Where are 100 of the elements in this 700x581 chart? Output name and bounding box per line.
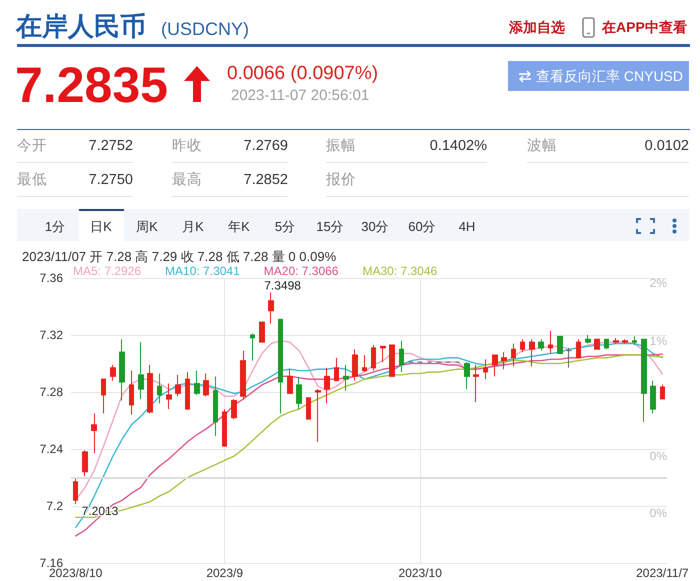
text: 年K bbox=[228, 218, 250, 234]
text: 2023-11-07 20:56:01 bbox=[231, 86, 370, 104]
text: MA10: 7.3041 bbox=[165, 264, 240, 278]
candlestick bbox=[594, 338, 600, 350]
candlestick bbox=[213, 376, 218, 437]
y-tick-label: 7.36 bbox=[40, 271, 64, 285]
chart-title: 在岸人民币 bbox=[16, 11, 146, 41]
candlestick bbox=[529, 338, 535, 367]
candlestick bbox=[231, 398, 237, 420]
text: 60分 bbox=[408, 218, 436, 234]
chart-subtitle: (USDCNY) bbox=[161, 19, 249, 39]
candlestick bbox=[483, 358, 488, 380]
y-tick-label: 7.28 bbox=[40, 385, 64, 399]
text: 查看反向汇率 CNYUSD bbox=[536, 68, 684, 84]
candlestick bbox=[315, 388, 321, 442]
candlestick bbox=[520, 338, 525, 353]
candlestick bbox=[138, 342, 144, 400]
text: 0.0066 (0.0907%) bbox=[227, 62, 378, 84]
text: 昨收 bbox=[172, 138, 202, 154]
text: 15分 bbox=[316, 218, 344, 234]
text: 波幅 bbox=[527, 138, 557, 154]
candlestick bbox=[250, 333, 255, 362]
x-tick-label: 2023/11/7 bbox=[636, 566, 689, 580]
candlestick bbox=[473, 364, 479, 402]
annotation: 1% bbox=[650, 334, 667, 348]
text: 周K bbox=[136, 218, 158, 234]
candlestick bbox=[576, 338, 581, 358]
x-tick-label: 2023/9 bbox=[206, 566, 244, 580]
candlestick bbox=[73, 478, 78, 505]
text: 振幅 bbox=[326, 138, 356, 154]
text: 0.1402% bbox=[430, 138, 487, 154]
candlestick bbox=[175, 374, 181, 397]
y-tick-label: 7.24 bbox=[40, 442, 64, 456]
text: 日K bbox=[90, 218, 112, 234]
candlestick bbox=[324, 367, 330, 404]
candlestick bbox=[278, 318, 283, 414]
candlestick bbox=[222, 408, 227, 447]
candlestick bbox=[389, 344, 395, 377]
text: 7.2852 bbox=[244, 172, 288, 188]
candlestick bbox=[157, 372, 162, 404]
candlestick bbox=[622, 338, 628, 344]
candlestick bbox=[185, 372, 190, 410]
text: 7.2750 bbox=[88, 172, 133, 188]
text: 30分 bbox=[361, 218, 389, 234]
candlestick bbox=[501, 352, 507, 370]
annotation: 0% bbox=[650, 449, 667, 463]
candlestick bbox=[203, 372, 209, 397]
text: 添加自选 bbox=[509, 19, 565, 35]
candlestick bbox=[82, 450, 88, 477]
candlestick bbox=[538, 338, 544, 352]
candlestick bbox=[492, 354, 498, 377]
candlestick bbox=[566, 347, 572, 368]
text: 1分 bbox=[44, 218, 66, 234]
annotation: 2% bbox=[650, 276, 667, 290]
text: 在APP中查看 bbox=[602, 19, 687, 35]
y-tick-label: 7.32 bbox=[40, 328, 64, 342]
annotation: 0% bbox=[650, 506, 667, 520]
text: 报价 bbox=[326, 172, 356, 188]
text: 5分 bbox=[274, 218, 296, 234]
candlestick bbox=[650, 380, 656, 414]
annotation: 7.3498 bbox=[264, 278, 302, 293]
candlestick bbox=[352, 348, 358, 382]
candlestick bbox=[259, 322, 265, 343]
text: MA5: 7.2926 bbox=[73, 264, 142, 278]
candlestick bbox=[129, 370, 134, 416]
candlestick bbox=[548, 330, 553, 354]
y-tick-label: 7.2 bbox=[46, 499, 64, 513]
candlestick bbox=[557, 336, 563, 354]
candlestick bbox=[287, 368, 293, 394]
text: 7.2769 bbox=[244, 138, 288, 154]
candlestick bbox=[660, 384, 665, 400]
candlestick bbox=[380, 346, 386, 363]
text: 月K bbox=[182, 218, 204, 234]
text: 7.2752 bbox=[88, 138, 133, 154]
candlestick bbox=[101, 378, 106, 414]
candlestick bbox=[240, 350, 246, 400]
candlestick bbox=[147, 364, 153, 414]
candlestick bbox=[268, 292, 274, 324]
text: MA30: 7.3046 bbox=[362, 264, 438, 278]
candlestick bbox=[399, 340, 404, 373]
candlestick bbox=[343, 364, 349, 392]
text: 2023/11/07 开 7.28 高 7.29 收 7.28 低 7.28 量 0 0.09% bbox=[22, 248, 336, 264]
text: 最高 bbox=[172, 172, 202, 188]
candlestick bbox=[641, 338, 647, 422]
candlestick bbox=[585, 334, 591, 344]
candlestick bbox=[110, 364, 116, 382]
candlestick bbox=[306, 397, 311, 420]
candlestick bbox=[334, 357, 339, 382]
text: MA20: 7.3066 bbox=[264, 264, 339, 278]
x-tick-label: 2023/10 bbox=[398, 566, 442, 580]
text: 0.0102 bbox=[644, 138, 689, 154]
text: 今开 bbox=[17, 138, 47, 154]
candlestick bbox=[464, 362, 470, 390]
text: 最低 bbox=[17, 172, 47, 188]
text: 4H bbox=[458, 218, 476, 234]
candlestick bbox=[362, 354, 367, 373]
candlestick bbox=[119, 338, 125, 402]
candlestick bbox=[166, 382, 172, 410]
candlestick bbox=[194, 370, 200, 396]
candlestick bbox=[511, 343, 516, 367]
